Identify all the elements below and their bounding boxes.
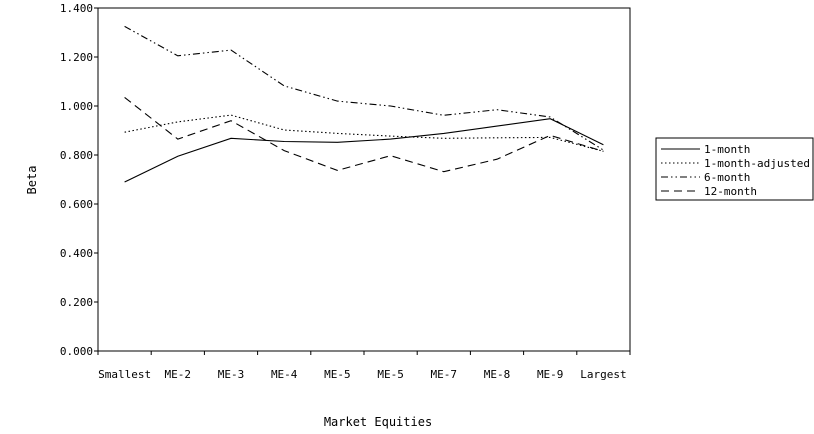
series-lines bbox=[124, 25, 604, 183]
plot-area bbox=[97, 7, 631, 352]
y-tick-label: 1.200 bbox=[60, 51, 93, 64]
x-tick-label: Largest bbox=[580, 368, 626, 381]
y-axis-title: Beta bbox=[25, 166, 39, 195]
y-tick-label: 1.400 bbox=[60, 2, 93, 15]
legend-label: 12-month bbox=[704, 185, 757, 198]
x-tick-label: ME-3 bbox=[218, 368, 245, 381]
x-tick-label: ME-2 bbox=[165, 368, 192, 381]
series-line-12-month bbox=[124, 96, 604, 173]
legend-label: 1-month-adjusted bbox=[704, 157, 810, 170]
y-tick-label: 0.400 bbox=[60, 247, 93, 260]
x-axis-title: Market Equities bbox=[324, 415, 432, 429]
legend-label: 1-month bbox=[704, 143, 750, 156]
x-axis-ticks: Smallest ME-2 ME-3 ME-4 ME-5 ME-5 ME-7 ME-8 ME-9… bbox=[97, 351, 631, 381]
x-tick-label: ME-5 bbox=[377, 368, 404, 381]
series-line-6-month bbox=[124, 25, 604, 151]
legend-box bbox=[655, 137, 814, 201]
series-line-1-month bbox=[124, 118, 604, 183]
x-tick-label: ME-5 bbox=[324, 368, 351, 381]
legend-label: 6-month bbox=[704, 171, 750, 184]
y-tick-label: 1.000 bbox=[60, 100, 93, 113]
x-tick-label: ME-4 bbox=[271, 368, 298, 381]
x-tick-label: ME-8 bbox=[484, 368, 511, 381]
y-axis-ticks: 0.000 0.200 0.400 0.600 0.800 1.000 1.200 1.400 bbox=[60, 2, 98, 358]
x-tick-label: ME-9 bbox=[537, 368, 564, 381]
y-tick-label: 0.200 bbox=[60, 296, 93, 309]
y-tick-label: 0.600 bbox=[60, 198, 93, 211]
y-tick-label: 0.000 bbox=[60, 345, 93, 358]
y-tick-label: 0.800 bbox=[60, 149, 93, 162]
x-tick-label: ME-7 bbox=[431, 368, 458, 381]
x-tick-label: Smallest bbox=[98, 368, 151, 381]
series-line-1-month-adjusted bbox=[124, 114, 604, 152]
